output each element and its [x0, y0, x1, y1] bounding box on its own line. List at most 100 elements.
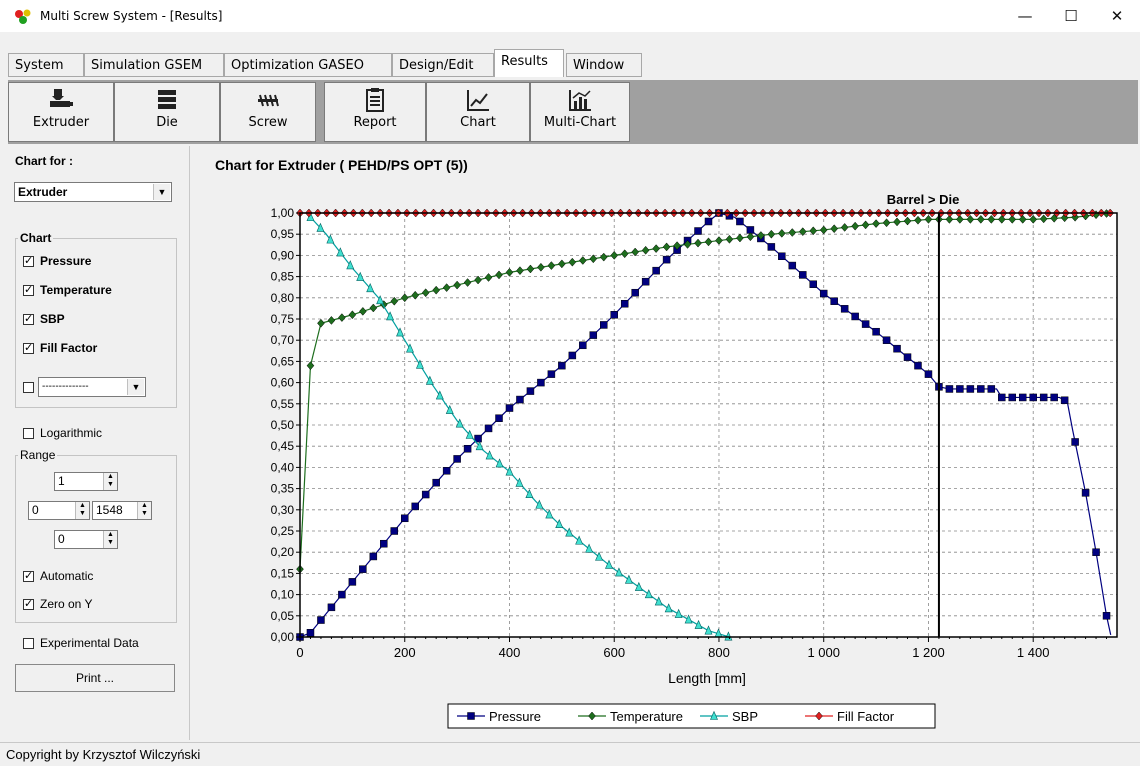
chevron-down-icon[interactable]: ▼: [153, 184, 170, 200]
data-point: [568, 257, 577, 267]
data-point: [475, 441, 484, 451]
data-point: [767, 243, 776, 251]
chart-for-select[interactable]: Extruder ▼: [14, 182, 172, 202]
data-point: [851, 312, 859, 321]
close-button[interactable]: ✕: [1110, 7, 1124, 25]
range-left-input[interactable]: 0 ▲ ▼: [28, 501, 90, 520]
experimental-data-checkbox[interactable]: [23, 638, 34, 649]
legend-marker: [467, 712, 475, 720]
data-point: [654, 596, 663, 606]
y-tick-label: 0,15: [271, 566, 295, 580]
sbp-checkbox[interactable]: ✓: [23, 313, 34, 325]
extra-series-select[interactable]: -------------- ▼: [38, 377, 146, 397]
die-button[interactable]: Die: [114, 82, 220, 142]
data-point: [662, 242, 671, 252]
data-point: [956, 385, 964, 393]
data-point: [306, 361, 315, 371]
data-point: [474, 434, 482, 443]
range-group: Range: [15, 448, 177, 623]
data-point: [455, 418, 464, 428]
data-point: [558, 361, 566, 370]
data-point: [484, 424, 493, 433]
minimize-button[interactable]: —: [1017, 7, 1033, 25]
legend-marker: [710, 710, 718, 720]
multi-chart-button[interactable]: Multi-Chart: [530, 82, 630, 142]
data-point: [545, 509, 554, 519]
y-tick-label: 0,55: [271, 397, 295, 411]
data-point: [537, 262, 545, 272]
pressure-checkbox[interactable]: ✓: [23, 255, 34, 267]
print-button[interactable]: Print ...: [15, 664, 175, 692]
data-point: [704, 217, 713, 226]
tab-system[interactable]: System: [8, 53, 84, 77]
spinner-icon[interactable]: ▲ ▼: [75, 502, 89, 519]
data-point: [977, 214, 985, 224]
data-point: [369, 552, 378, 561]
sbp-label: SBP: [40, 312, 65, 326]
maximize-button[interactable]: ☐: [1064, 7, 1078, 25]
data-point: [495, 270, 503, 280]
data-point: [1029, 393, 1037, 402]
data-point: [445, 404, 454, 414]
pressure-label: Pressure: [40, 254, 92, 268]
data-point: [526, 264, 535, 274]
data-point: [694, 619, 703, 629]
report-button[interactable]: Report: [324, 82, 426, 142]
tab-design-edit[interactable]: Design/Edit: [392, 53, 494, 77]
spinner-icon[interactable]: ▲ ▼: [137, 502, 151, 519]
data-point: [694, 238, 702, 248]
data-point: [585, 543, 594, 553]
chart-button[interactable]: Chart: [426, 82, 530, 142]
data-point: [605, 559, 613, 569]
data-point: [715, 236, 723, 245]
data-point: [589, 254, 598, 264]
zero-on-y-checkbox[interactable]: ✓: [23, 598, 34, 610]
data-point: [421, 490, 430, 499]
extruder-button[interactable]: Extruder: [8, 82, 114, 142]
temperature-checkbox[interactable]: ✓: [23, 284, 34, 296]
extra-series-checkbox[interactable]: [23, 382, 34, 393]
data-point: [830, 224, 839, 234]
status-bar: Copyright by Krzysztof Wilczyński: [0, 742, 1140, 766]
spinner-icon[interactable]: ▲ ▼: [103, 531, 117, 548]
data-point: [694, 227, 702, 235]
data-point: [788, 228, 797, 237]
automatic-checkbox[interactable]: ✓: [23, 570, 34, 582]
data-point: [396, 327, 404, 337]
tab-window[interactable]: Window: [566, 53, 642, 77]
y-tick-label: 0,10: [271, 588, 295, 602]
y-tick-label: 0,35: [271, 482, 295, 496]
data-point: [589, 331, 598, 339]
chevron-down-icon[interactable]: ▼: [127, 379, 144, 395]
data-point: [1071, 438, 1079, 446]
y-tick-label: 0,50: [271, 418, 295, 432]
data-point: [425, 375, 434, 385]
die-icon: [158, 90, 176, 109]
logarithmic-checkbox[interactable]: [23, 428, 34, 439]
data-point: [346, 260, 355, 270]
tab-simulation-gsem[interactable]: Simulation GSEM: [84, 53, 224, 77]
data-point: [1039, 214, 1048, 224]
data-point: [463, 444, 472, 453]
screw-button[interactable]: Screw: [220, 82, 316, 142]
data-point: [411, 502, 419, 511]
tab-results[interactable]: Results: [494, 49, 564, 77]
data-point: [1029, 214, 1038, 224]
legend-label: Fill Factor: [837, 709, 895, 724]
data-point: [568, 351, 577, 360]
data-point: [415, 359, 424, 369]
data-point: [840, 223, 849, 232]
data-point: [505, 466, 514, 476]
data-point: [819, 289, 828, 298]
x-tick-label: 1 200: [912, 645, 945, 660]
data-point: [777, 228, 786, 238]
data-point: [861, 220, 870, 230]
spinner-icon[interactable]: ▲ ▼: [103, 473, 117, 490]
range-right-input[interactable]: 1548 ▲ ▼: [92, 501, 152, 520]
tab-optimization-gaseo[interactable]: Optimization GASEO: [224, 53, 392, 77]
data-point: [614, 567, 623, 577]
data-point: [555, 518, 564, 529]
fill-factor-checkbox[interactable]: ✓: [23, 342, 34, 354]
range-bottom-input[interactable]: 0 ▲ ▼: [54, 530, 118, 549]
range-top-input[interactable]: 1 ▲ ▼: [54, 472, 118, 491]
